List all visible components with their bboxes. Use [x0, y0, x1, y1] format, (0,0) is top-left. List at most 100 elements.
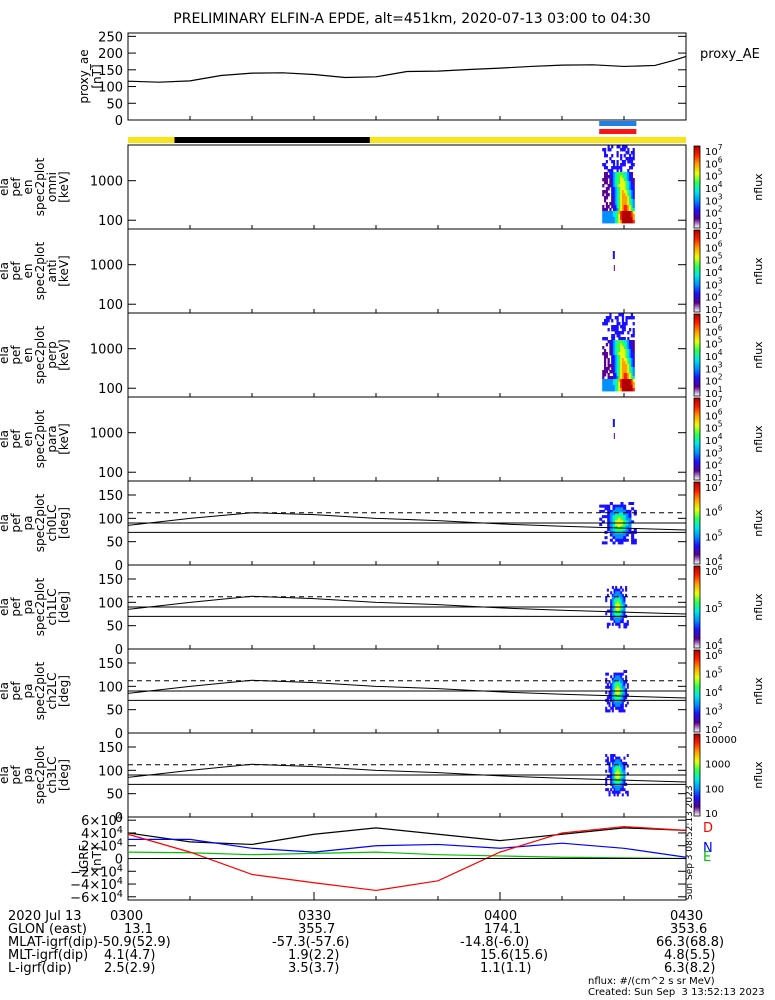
- spec-cell: [623, 609, 626, 613]
- spec-cell: [616, 683, 619, 687]
- spec-cell: [603, 175, 607, 179]
- colorbar-en_para: [693, 397, 701, 481]
- spec-cell: [627, 160, 630, 164]
- spec-cell: [629, 202, 632, 206]
- spec-cell: [618, 601, 621, 605]
- spec-cell: [620, 706, 623, 710]
- spec-cell: [623, 525, 627, 529]
- spec-cell: [623, 601, 626, 605]
- spec-cell: [629, 355, 632, 359]
- spec-cell: [617, 528, 621, 532]
- spec-cell: [613, 772, 616, 776]
- spec-cell: [615, 772, 618, 776]
- spec-cell: [611, 677, 614, 681]
- spec-cell: [623, 325, 626, 329]
- spec-cell: [625, 343, 628, 347]
- spec-cell: [616, 217, 619, 221]
- spec-cell: [616, 688, 619, 692]
- spec-cell: [608, 693, 611, 697]
- spec-cell: [602, 322, 605, 326]
- spec-cell: [611, 790, 614, 794]
- spec-cell: [611, 604, 614, 608]
- spec-cell: [604, 507, 608, 511]
- footer-l-v0: 2.5(2.9): [104, 961, 156, 976]
- spec-cell: [625, 151, 628, 155]
- cbar-tick-pa_ch2-0: 106: [705, 647, 723, 662]
- spec-cell: [620, 187, 623, 191]
- spec-cell: [603, 178, 607, 182]
- spec-cell: [617, 512, 621, 516]
- spec-cell: [616, 328, 619, 332]
- spec-cell: [632, 376, 635, 380]
- spec-cell: [618, 343, 621, 347]
- spec-cell: [611, 593, 614, 597]
- spec-cell: [625, 175, 628, 179]
- spec-cell: [611, 701, 614, 705]
- spec-cell: [618, 145, 621, 149]
- ylabel-igrf-1: [nT]: [90, 846, 104, 870]
- spec-cell: [625, 181, 628, 185]
- spec-cell: [625, 316, 628, 320]
- ytick-label-igrf-1: 4×104: [81, 825, 123, 842]
- spec-cell: [620, 693, 623, 697]
- spec-cell: [609, 313, 612, 317]
- spec-cell: [623, 154, 626, 158]
- spec-cell: [623, 145, 626, 149]
- panel-igrf: IGRF [nT] DNE Sun Sep 3 08:52:13 2023: [77, 785, 713, 901]
- spec-cell: [620, 761, 623, 765]
- spec-cell: [627, 316, 630, 320]
- spec-cell: [625, 588, 628, 592]
- spec-cell: [606, 761, 609, 765]
- spec-cell: [604, 504, 608, 508]
- spec-cell: [608, 761, 611, 765]
- spec-cell: [633, 509, 637, 513]
- ytick-label-pa_ch3-1: 100: [98, 764, 123, 779]
- chart-title: PRELIMINARY ELFIN-A EPDE, alt=451km, 202…: [173, 11, 650, 27]
- spec-cell: [610, 691, 613, 695]
- status-bar-red: [599, 129, 637, 134]
- spec-cell: [614, 328, 617, 332]
- spec-cell: [608, 769, 611, 773]
- spec-cell: [602, 205, 605, 209]
- spec-cell: [609, 515, 613, 519]
- spec-cell: [629, 160, 632, 164]
- spec-cell: [603, 220, 607, 224]
- spec-cell: [614, 352, 617, 356]
- spec-cell: [623, 512, 627, 516]
- spec-cell: [605, 379, 608, 383]
- spec-cell: [613, 601, 616, 605]
- spec-cell: [611, 388, 614, 392]
- spec-cell: [612, 504, 616, 508]
- ylabel-en_anti-5: [keV]: [57, 255, 71, 286]
- spec-cell: [618, 220, 621, 224]
- spec-cell: [614, 172, 617, 176]
- spec-cell: [618, 706, 621, 710]
- spec-cell: [616, 211, 619, 215]
- spec-cell: [620, 609, 623, 613]
- footer-glon-v2: 174.1: [484, 922, 522, 937]
- spec-cell: [627, 346, 630, 350]
- footer-mlat-v1: -57.3(-57.6): [272, 935, 350, 950]
- spec-cell: [605, 754, 608, 758]
- spec-cell: [630, 346, 634, 350]
- panel-proxy_ae: proxy_ae [nT] proxy_AE: [77, 32, 760, 121]
- spec-cell: [629, 184, 632, 188]
- spec-cell: [616, 172, 619, 176]
- spec-cell: [618, 199, 621, 203]
- spec-cell: [618, 217, 621, 221]
- spec-cell: [627, 202, 630, 206]
- spec-cell: [604, 536, 608, 540]
- spec-cell: [621, 793, 624, 797]
- spec-cell: [613, 704, 616, 708]
- spec-cell: [618, 346, 621, 350]
- spec-cell: [602, 148, 605, 152]
- spec-cell: [605, 175, 608, 179]
- ylabel-pa_ch1-2: pa: [21, 600, 35, 615]
- spec-cell: [630, 160, 634, 164]
- spec-cell: [614, 220, 617, 224]
- spec-cell: [618, 214, 621, 218]
- spec-cell: [615, 675, 618, 679]
- spec-cell: [623, 772, 626, 776]
- spec-cell: [623, 196, 626, 200]
